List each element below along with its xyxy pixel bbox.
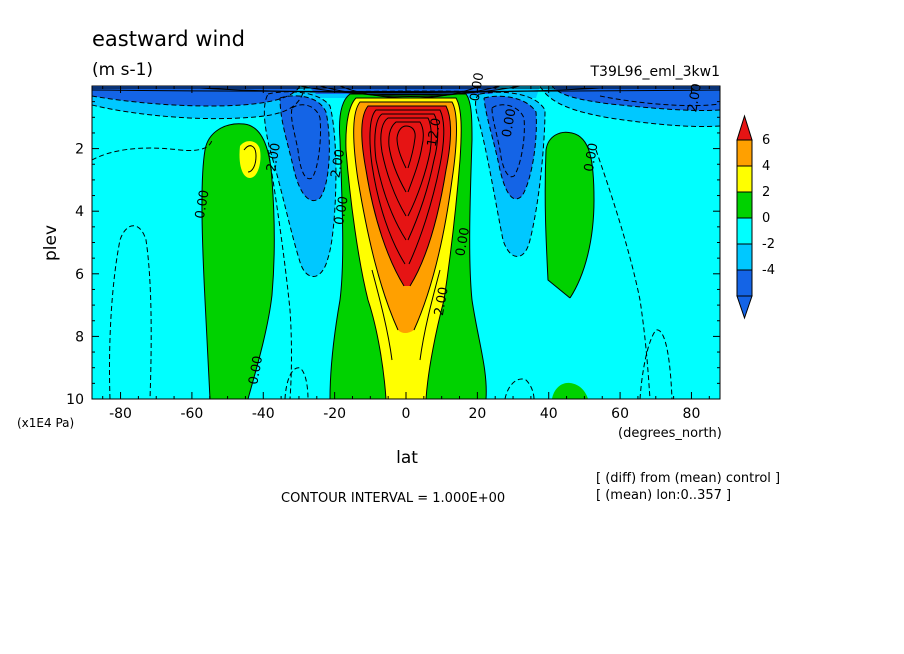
colorbar: 6 4 2 0 -2 -4 [736,114,775,320]
region-pos6-jet-core [361,106,451,286]
x-tick-label: 0 [402,406,411,422]
region-neg4-right-lobe [484,96,537,199]
colorbar-label: 6 [762,133,770,148]
contour-label: 0.00 [500,107,520,138]
contour-labels: 2.00 0.00 0.00 0.00 2.00 12.0 0.00 2.00 2.00 0.00… [193,71,705,385]
region-neg4-top-right [552,86,720,111]
x-tick-label: 40 [540,406,558,422]
colorbar-label: -2 [762,237,775,252]
region-pos-right-bottom [552,382,588,399]
note-mean-lon: [ (mean) lon:0..357 ] [596,488,731,503]
colorbar-swatch [736,191,753,219]
colorbar-label: -4 [762,263,775,278]
chart-title: eastward wind [92,27,245,51]
contour-label: 0.00 [246,355,266,386]
run-label: T39L96_eml_3kw1 [590,64,721,80]
x-axis: -80 -60 -40 -20 0 20 40 60 80 [102,86,710,422]
y-tick-label: 6 [75,267,84,283]
region-pos-left-column [201,123,275,399]
x-tick-label: 20 [468,406,486,422]
colorbar-label: 0 [762,211,770,226]
chart-units: (m s-1) [92,60,153,80]
colorbar-swatch [736,243,753,271]
colorbar-swatch [736,217,753,245]
note-diff-from-control: [ (diff) from (mean) control ] [596,471,780,486]
x-tick-label: -60 [180,406,203,422]
contour-label: 2.00 [432,286,452,317]
colorbar-arrow-high [736,114,753,141]
positive-contours [201,93,595,399]
x-tick-label: -40 [252,406,275,422]
colorbar-swatch [736,165,753,193]
contour-label: 0.00 [453,226,473,257]
colorbar-swatch [736,269,753,297]
region-neg4-left-lobe [280,95,330,201]
x-tick-label: -20 [323,406,346,422]
region-pos-right-column [545,132,594,298]
x-tick-label: 60 [611,406,629,422]
x-axis-title: lat [396,448,418,468]
y-units-label: (x1E4 Pa) [17,416,74,430]
colorbar-label: 2 [762,185,770,200]
contour-label: 2.00 [328,148,348,179]
x-tick-label: -80 [109,406,132,422]
y-tick-label: 10 [66,392,84,408]
colorbar-swatch [736,139,753,167]
y-axis: 2 4 6 8 10 [66,101,720,408]
contour-label: 2.00 [685,82,705,113]
y-axis-title: plev [41,225,61,261]
contour-label: 0.00 [582,142,602,173]
colorbar-label: 4 [762,159,770,174]
y-tick-label: 2 [75,142,84,158]
contour-interval: CONTOUR INTERVAL = 1.000E+00 [281,491,505,506]
x-tick-label: 80 [683,406,701,422]
x-units-label: (degrees_north) [618,426,722,441]
plot-area: 2.00 0.00 0.00 0.00 2.00 12.0 0.00 2.00 2.00 0.00… [66,71,721,422]
contour-label: 2.00 [264,142,284,173]
contour-label: 0.00 [193,189,213,220]
y-tick-label: 4 [75,204,84,220]
contour-label: 12.0 [425,117,445,148]
contour-label: 0.00 [332,195,352,226]
colorbar-arrow-low [736,295,753,320]
y-tick-label: 8 [75,329,84,345]
